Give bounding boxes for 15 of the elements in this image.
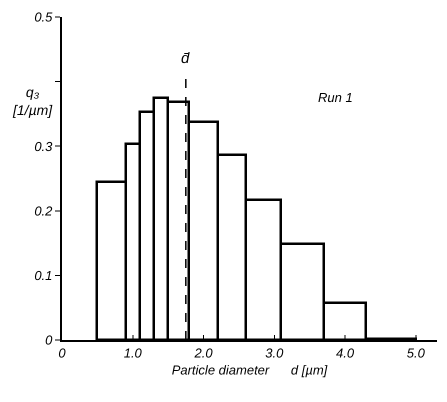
x-axis-title: Particle diameter d [µm] — [172, 362, 328, 378]
y-tick-label: 0.5 — [34, 10, 54, 25]
x-tick-label: 4.0 — [336, 346, 355, 361]
x-tick-label: 2.0 — [193, 346, 214, 361]
y-tick-label: 0.1 — [34, 268, 52, 283]
x-tick-label: 1.0 — [124, 346, 143, 361]
annotation: Run 1 — [318, 90, 353, 105]
x-tick-label: 0 — [58, 346, 66, 361]
x-tick-label: 3.0 — [265, 346, 284, 361]
y-axis-title: q₃ [1/µm] — [12, 84, 54, 118]
y-tick-label: 0.3 — [34, 138, 54, 154]
y-tick-label: 0 — [45, 332, 54, 348]
y-tick-label: 0.2 — [34, 203, 54, 218]
x-tick-label: 5.0 — [406, 346, 426, 361]
ref-line-label: d̄ — [181, 50, 190, 67]
